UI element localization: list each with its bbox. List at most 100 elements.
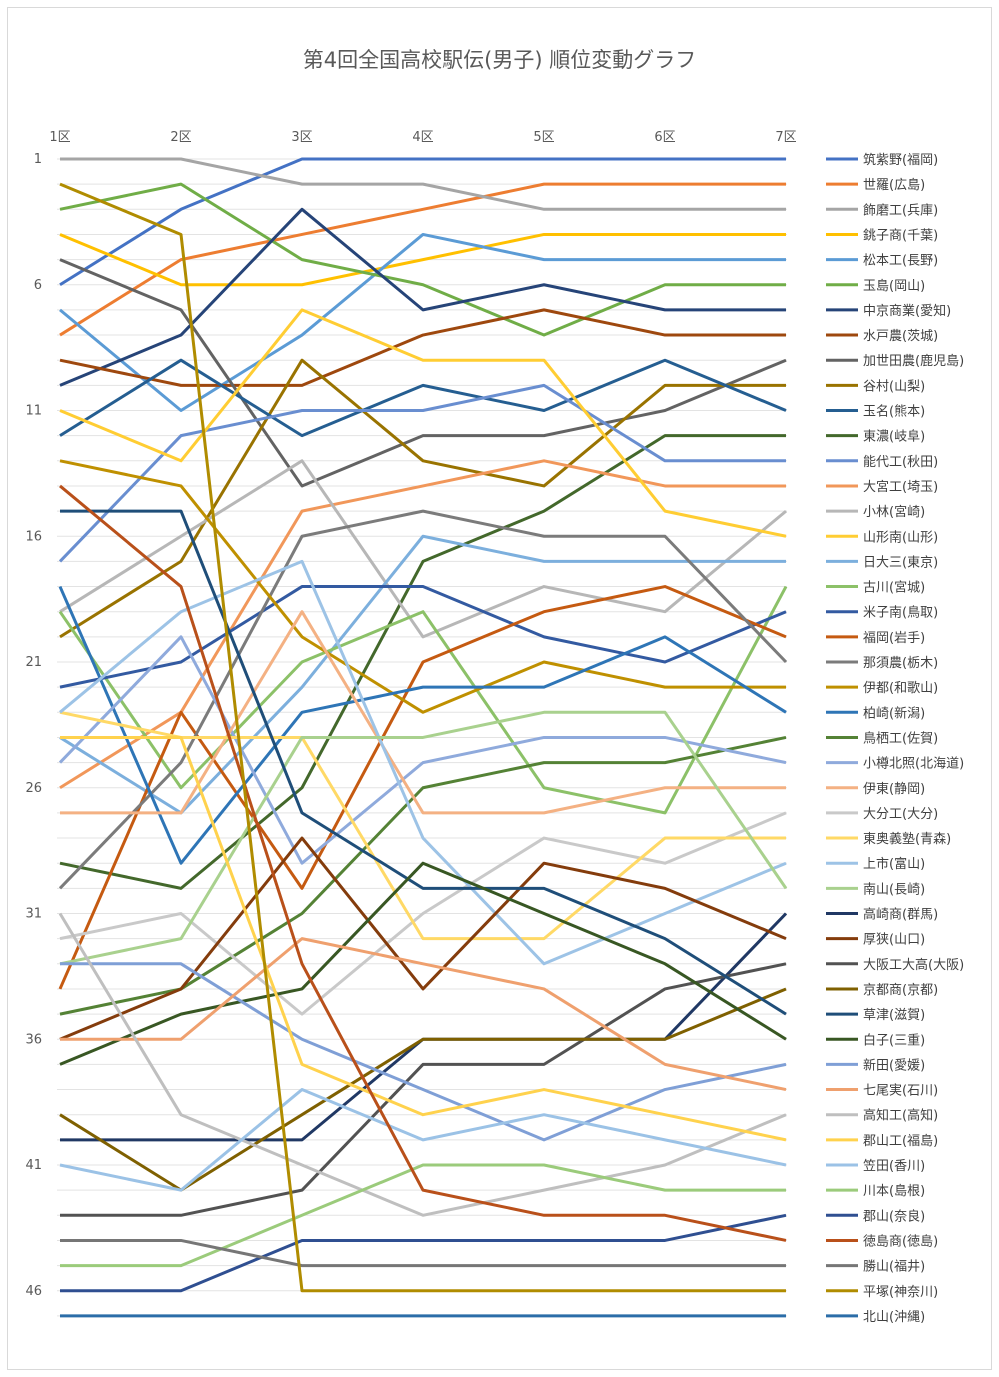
series-line bbox=[59, 585, 787, 689]
x-tick-label: 1区 bbox=[49, 130, 70, 145]
series-line bbox=[60, 1238, 786, 1268]
series-line bbox=[59, 358, 786, 639]
series-line bbox=[60, 1213, 787, 1293]
x-tick-label: 2区 bbox=[170, 130, 191, 145]
legend-label: 鳥栖工(佐賀) bbox=[863, 731, 938, 746]
series-line bbox=[58, 509, 788, 890]
legend-label: 米子南(鳥取) bbox=[863, 605, 938, 621]
y-tick-label: 16 bbox=[25, 529, 42, 544]
series-line bbox=[59, 358, 787, 438]
series-line bbox=[59, 710, 788, 966]
legend-label: 筑紫野(福岡) bbox=[863, 152, 938, 168]
series-line bbox=[59, 232, 786, 287]
series-line bbox=[59, 710, 786, 941]
y-tick-label: 1 bbox=[34, 152, 42, 167]
y-tick-label: 21 bbox=[25, 655, 42, 670]
series-line bbox=[60, 962, 787, 1142]
y-tick-label: 41 bbox=[25, 1158, 42, 1173]
legend-label: 上市(富山) bbox=[863, 856, 925, 872]
series-lines bbox=[58, 157, 788, 1318]
legend-label: 古川(宮城) bbox=[863, 580, 925, 596]
legend-label: 川本(島根) bbox=[863, 1184, 925, 1199]
legend-label: 小樽北照(北海道) bbox=[863, 756, 964, 772]
chart-frame bbox=[7, 7, 992, 1370]
legend: 筑紫野(福岡) 世羅(広島) 飾磨工(兵庫) 銚子商(千葉) 松本工(長野) 玉島(岡山)… bbox=[826, 152, 964, 1325]
series-line bbox=[59, 182, 786, 337]
legend-label: 世羅(広島) bbox=[863, 178, 925, 193]
series-line bbox=[59, 308, 786, 387]
legend-label: 水戸農(茨城) bbox=[863, 329, 938, 344]
legend-label: 大阪工大高(大阪) bbox=[863, 957, 964, 973]
series-line bbox=[60, 962, 787, 1217]
y-tick-label: 11 bbox=[25, 404, 42, 419]
y-tick-label: 6 bbox=[34, 278, 42, 293]
legend-label: 小林(宮崎) bbox=[863, 504, 925, 520]
series-line bbox=[60, 509, 787, 1016]
series-line bbox=[59, 182, 786, 1293]
series-line bbox=[58, 912, 787, 1217]
legend-label: 加世田農(鹿児島) bbox=[863, 353, 964, 369]
series-line bbox=[60, 157, 786, 211]
legend-label: 福岡(岩手) bbox=[863, 631, 925, 646]
legend-label: 南山(長崎) bbox=[863, 881, 925, 897]
y-tick-label: 31 bbox=[25, 907, 42, 922]
legend-label: 徳島商(徳島) bbox=[863, 1234, 938, 1249]
series-line bbox=[59, 232, 786, 412]
y-tick-label: 36 bbox=[25, 1032, 42, 1047]
legend-label: 那須農(栃木) bbox=[863, 656, 938, 671]
legend-label: 玉島(岡山) bbox=[863, 279, 925, 294]
series-line bbox=[59, 559, 787, 966]
legend-label: 東奥義塾(青森) bbox=[863, 831, 951, 847]
x-tick-label: 4区 bbox=[412, 130, 433, 145]
series-line bbox=[60, 610, 786, 815]
y-tick-label: 46 bbox=[25, 1284, 42, 1299]
legend-label: 伊都(和歌山) bbox=[863, 681, 938, 696]
legend-label: 平塚(神奈川) bbox=[863, 1285, 938, 1300]
series-line bbox=[59, 836, 787, 1041]
series-line bbox=[59, 811, 787, 1016]
legend-label: 能代工(秋田) bbox=[863, 455, 938, 470]
legend-label: 谷村(山梨) bbox=[863, 379, 925, 394]
legend-label: 飾磨工(兵庫) bbox=[863, 203, 938, 218]
series-line bbox=[60, 937, 787, 1092]
series-line bbox=[58, 383, 786, 563]
x-axis-ticks: 1区 2区 3区 4区 5区 6区 7区 bbox=[49, 130, 796, 145]
legend-label: 高崎商(群馬) bbox=[863, 907, 938, 923]
x-tick-label: 6区 bbox=[654, 130, 675, 145]
legend-label: 高知工(高知) bbox=[863, 1108, 938, 1124]
legend-label: 笠田(香川) bbox=[863, 1159, 925, 1174]
series-line bbox=[60, 735, 787, 1142]
series-line bbox=[59, 157, 786, 287]
series-line bbox=[59, 308, 787, 538]
series-line bbox=[58, 635, 787, 865]
x-tick-label: 5区 bbox=[533, 130, 554, 145]
series-line bbox=[58, 585, 787, 990]
legend-label: 松本工(長野) bbox=[863, 254, 938, 269]
legend-label: 伊東(静岡) bbox=[863, 781, 925, 797]
legend-label: 白子(三重) bbox=[863, 1032, 925, 1048]
legend-label: 七尾実(石川) bbox=[863, 1083, 938, 1099]
series-line bbox=[59, 258, 787, 488]
legend-label: 日大三(東京) bbox=[863, 554, 938, 570]
x-tick-label: 7区 bbox=[775, 130, 796, 145]
legend-label: 新田(愛媛) bbox=[863, 1057, 925, 1073]
legend-label: 柏崎(新潟) bbox=[863, 705, 925, 721]
series-line bbox=[59, 434, 786, 890]
x-tick-label: 3区 bbox=[291, 130, 312, 145]
y-tick-label: 26 bbox=[25, 781, 42, 796]
legend-label: 玉名(熊本) bbox=[863, 404, 925, 420]
legend-label: 勝山(福井) bbox=[863, 1260, 925, 1275]
series-line bbox=[59, 1088, 787, 1192]
legend-label: 山形南(山形) bbox=[863, 529, 938, 545]
series-line bbox=[59, 459, 787, 639]
series-line bbox=[60, 1163, 786, 1268]
series-line bbox=[58, 585, 788, 815]
legend-label: 中京商業(愛知) bbox=[863, 303, 951, 319]
legend-label: 郡山(奈良) bbox=[863, 1208, 925, 1224]
legend-label: 北山(沖縄) bbox=[863, 1310, 925, 1325]
series-line bbox=[59, 182, 786, 337]
series-line bbox=[59, 207, 786, 387]
series-line bbox=[59, 459, 786, 714]
